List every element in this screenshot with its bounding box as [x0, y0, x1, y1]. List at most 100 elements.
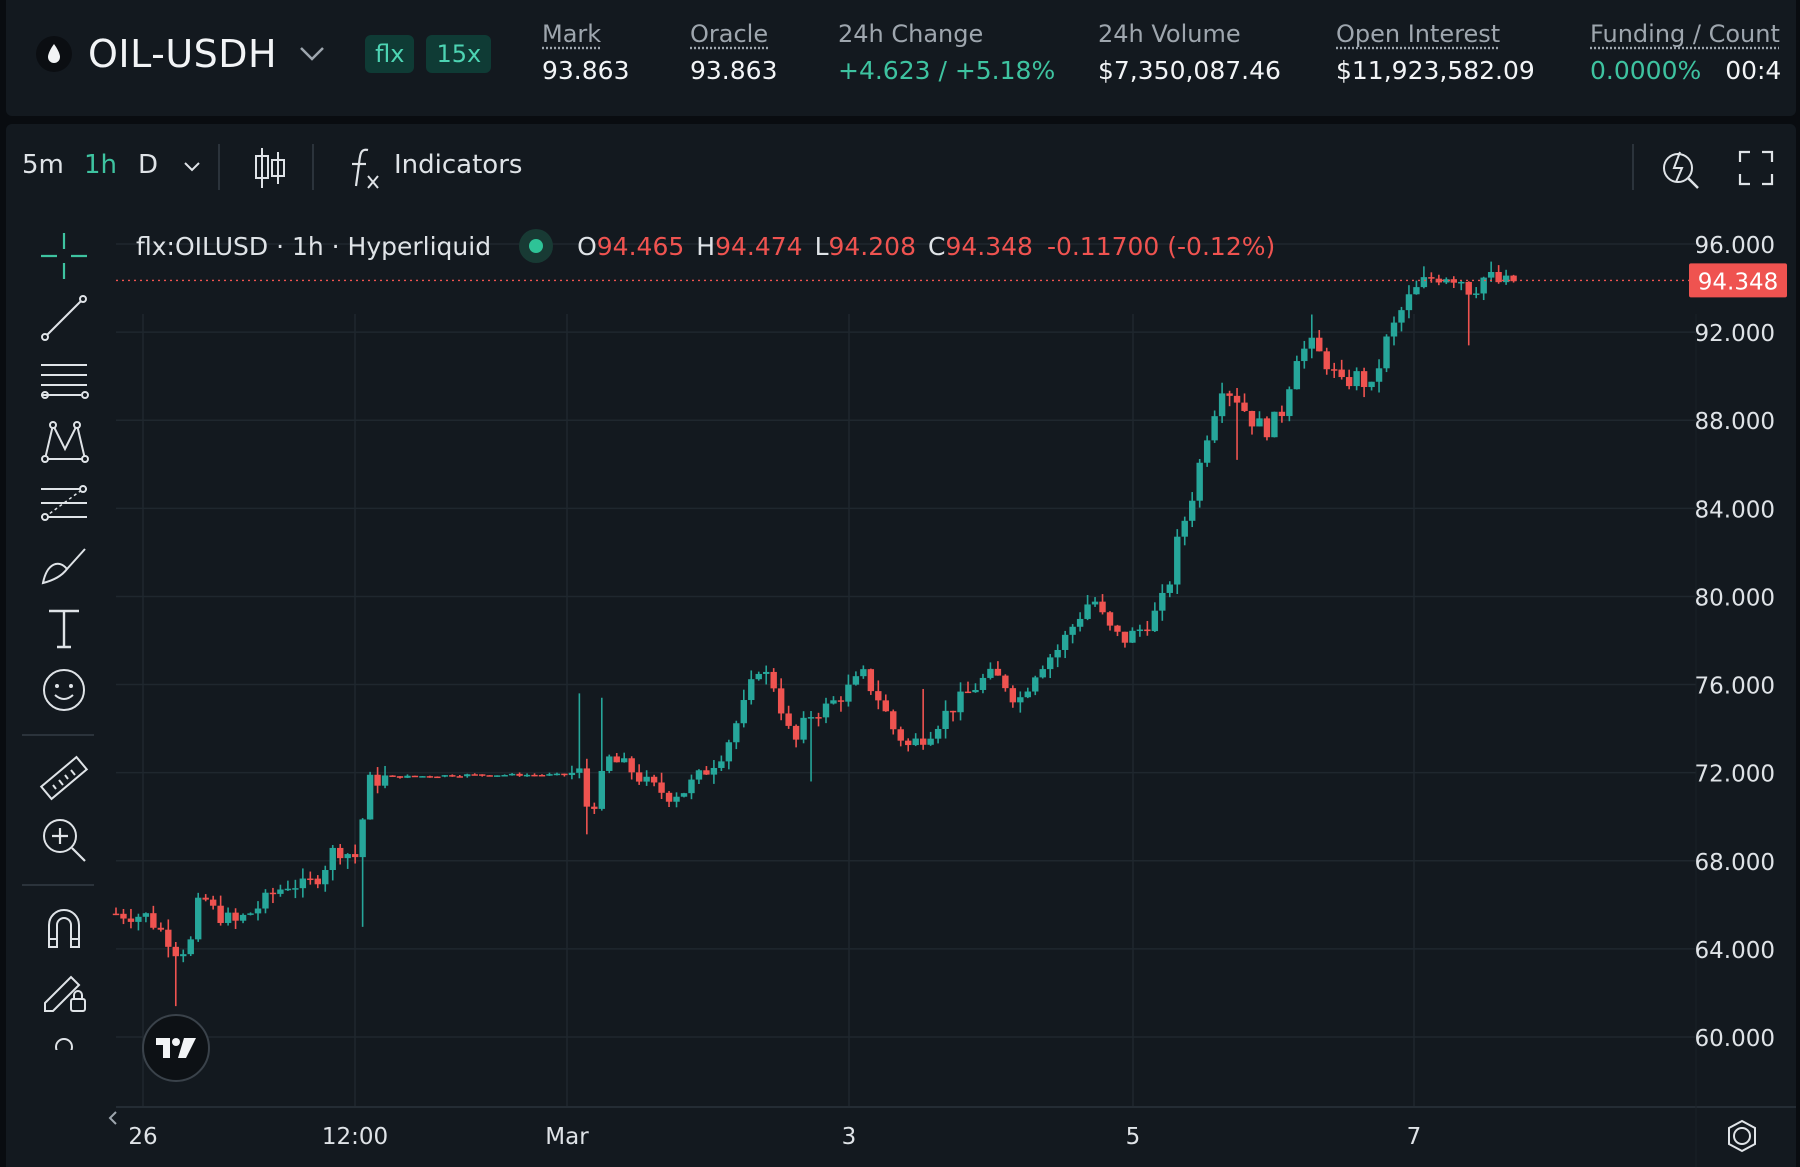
candle-body	[1166, 584, 1173, 593]
time-tick-label: 5	[1126, 1124, 1141, 1150]
market-header: OIL-USDH flx 15x Mark 93.863 Oracle 93.8…	[6, 0, 1796, 116]
more-tools[interactable]	[34, 1020, 94, 1050]
candle-body	[875, 691, 882, 701]
candle-body	[725, 742, 733, 762]
candle-body	[695, 770, 703, 780]
fullscreen-icon[interactable]	[1736, 148, 1776, 188]
candle-body	[972, 689, 979, 693]
chevron-down-icon[interactable]	[182, 160, 202, 174]
candle-body	[740, 700, 747, 724]
candle-body	[710, 767, 718, 775]
magnet-tool[interactable]	[34, 898, 94, 958]
candle-body	[1226, 393, 1233, 396]
symbol-selector[interactable]: OIL-USDH flx 15x	[36, 32, 492, 76]
ruler-tool[interactable]	[34, 748, 94, 808]
candle-body	[165, 929, 172, 947]
candle-body	[1136, 629, 1144, 632]
text-tool[interactable]	[34, 598, 94, 658]
candle-body	[658, 782, 665, 793]
candle-body	[1129, 630, 1136, 643]
candle-body	[1480, 277, 1487, 294]
price-tick-label: 84.000	[1695, 497, 1775, 523]
trend-line-tool[interactable]	[34, 288, 94, 348]
candle-body	[1398, 310, 1405, 323]
crosshair-icon	[41, 233, 87, 279]
candle-body	[344, 854, 351, 859]
candle-body	[523, 774, 531, 777]
candle-body	[217, 905, 224, 923]
tradingview-logo[interactable]	[142, 1014, 210, 1082]
candle-body	[374, 774, 381, 786]
candle-body	[172, 946, 179, 957]
brush-tool[interactable]	[34, 536, 94, 596]
candle-body	[1151, 610, 1159, 632]
candle-body	[598, 770, 605, 809]
candle-body	[934, 728, 942, 739]
candle-body	[763, 671, 770, 674]
stat-label[interactable]: Funding / Count	[1590, 20, 1780, 48]
candle-body	[1286, 389, 1293, 417]
legend-high: 94.474	[715, 231, 803, 261]
candle-body	[456, 776, 463, 778]
stat-label: 24h Change	[838, 20, 984, 48]
horizontal-lines-tool[interactable]	[34, 350, 94, 410]
fib-retracement-tool[interactable]	[34, 474, 94, 534]
candle-body	[329, 847, 336, 871]
emoji-tool[interactable]	[34, 660, 94, 720]
timeframe-1h[interactable]: 1h	[84, 150, 118, 180]
candle-body	[150, 913, 157, 928]
candle-body	[680, 793, 688, 797]
candle-body	[1032, 677, 1039, 692]
lock-drawings-tool[interactable]	[34, 960, 94, 1020]
candle-body	[905, 740, 912, 746]
candle-body	[262, 892, 269, 909]
time-tick-label: 3	[842, 1124, 857, 1150]
candle-body	[890, 711, 897, 730]
candle-body	[426, 776, 434, 778]
candle-body	[591, 806, 598, 809]
indicators-button[interactable]: Indicators	[394, 150, 523, 180]
symbol-name: OIL-USDH	[88, 32, 278, 76]
candle-body	[800, 717, 807, 740]
candle-body	[882, 700, 889, 712]
candle-body	[688, 779, 695, 794]
stat-oracle: Oracle 93.863	[690, 20, 777, 85]
candle-body	[1039, 669, 1046, 678]
timeframe-d[interactable]: D	[138, 150, 159, 180]
candle-body	[1383, 336, 1390, 369]
candle-body	[209, 899, 217, 906]
candlestick-icon[interactable]	[252, 146, 288, 190]
exchange-badge: flx	[365, 35, 415, 73]
candle-body	[867, 669, 875, 692]
candle-body	[860, 669, 867, 677]
timeframe-5m[interactable]: 5m	[22, 150, 64, 180]
magnet-icon	[48, 909, 80, 948]
candle-body	[1435, 278, 1443, 283]
legend-close-key: C	[927, 231, 946, 261]
candle-body	[366, 774, 374, 820]
stat-label[interactable]: Oracle	[690, 20, 769, 48]
candle-body	[269, 892, 277, 895]
crosshair-tool[interactable]	[34, 226, 94, 286]
candle-body	[1233, 395, 1241, 403]
stat-label[interactable]: Mark	[542, 20, 602, 48]
stat-value: +4.623 / +5.18%	[838, 56, 1056, 85]
candle-body	[180, 954, 187, 957]
leverage-badge[interactable]: 15x	[426, 35, 492, 73]
zoom-in-tool[interactable]	[34, 810, 94, 870]
price-chart[interactable]: 94.348 96.000 92.000 88.000 84.000 80.000 76.0…	[6, 124, 1796, 1167]
candle-body	[1189, 500, 1196, 521]
time-tick-label: Mar	[545, 1124, 589, 1150]
legend-title[interactable]: flx:OILUSD · 1h · Hyperliquid	[136, 231, 492, 261]
price-tick-label: 96.000	[1695, 233, 1775, 259]
pattern-tool[interactable]	[34, 412, 94, 472]
time-tick-label: 12:00	[322, 1124, 388, 1150]
candle-body	[1368, 381, 1375, 388]
function-icon[interactable]	[346, 146, 382, 190]
candle-body	[464, 774, 471, 777]
price-tick-label: 92.000	[1695, 321, 1775, 347]
candle-body	[635, 772, 643, 782]
replay-lightning-icon[interactable]	[1660, 146, 1704, 190]
stat-label[interactable]: Open Interest	[1336, 20, 1501, 48]
chevron-down-icon[interactable]	[299, 46, 325, 62]
